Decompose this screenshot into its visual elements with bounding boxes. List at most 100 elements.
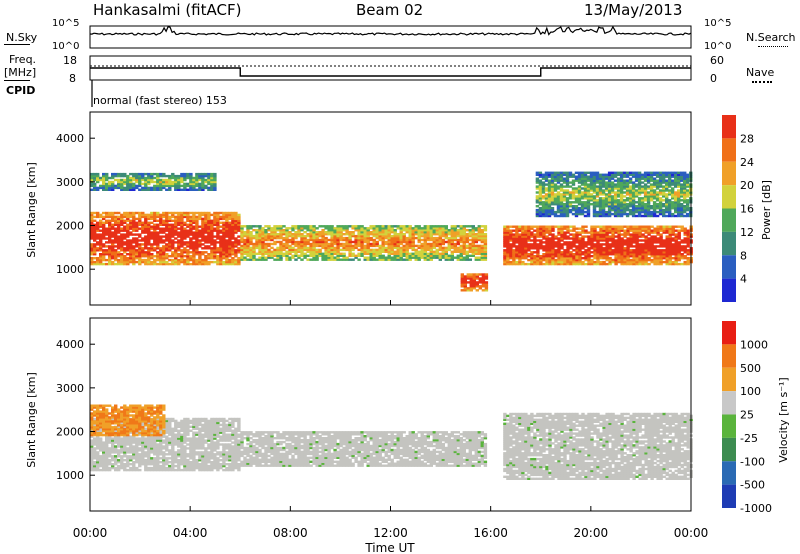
power-cell-3040 <box>554 255 558 258</box>
power-cell-637 <box>177 253 181 256</box>
power-cell-3522 <box>638 255 642 258</box>
power-cell-2186 <box>390 227 394 230</box>
power-cell-4216 <box>595 177 600 180</box>
power-cell-160 <box>111 239 115 242</box>
power-cell-3271 <box>596 255 600 258</box>
power-cell-128 <box>108 255 112 258</box>
power-cell-433 <box>147 221 151 224</box>
power-cell-91 <box>102 251 106 254</box>
power-cell-4482 <box>637 208 642 212</box>
power-cell-752 <box>192 247 196 250</box>
power-cell-1581 <box>270 246 274 250</box>
power-cell-3921 <box>550 203 555 206</box>
power-cell-3229 <box>587 237 591 240</box>
power-cell-347 <box>135 217 139 221</box>
power-cell-2080 <box>372 250 376 253</box>
power-cell-2075 <box>369 225 373 228</box>
power-cell-2816 <box>515 245 519 248</box>
power-cell-2848 <box>521 255 525 258</box>
power-cell-2209 <box>396 248 400 252</box>
power-cell-3069 <box>560 262 564 266</box>
power-cell-1020 <box>228 255 232 258</box>
power-cell-695 <box>183 223 187 226</box>
power-cell-3241 <box>590 239 594 242</box>
power-cell-3967 <box>556 191 561 194</box>
power-cell-1721 <box>300 250 304 253</box>
power-cell-1661 <box>285 229 289 232</box>
power-cell-224 <box>120 247 124 250</box>
power-cell-4029 <box>565 185 570 188</box>
power-cell-2939 <box>536 245 540 248</box>
power-cell-697 <box>183 215 187 219</box>
power-cell-657 <box>180 257 184 260</box>
power-cell-1715 <box>297 229 301 232</box>
power-cell-741 <box>189 217 193 221</box>
velocity-cell-78 <box>99 459 103 462</box>
power-cell-4244 <box>601 208 606 212</box>
power-cell-1997 <box>354 229 358 232</box>
power-cell-3304 <box>602 260 606 264</box>
power-cell-4603 <box>655 203 660 206</box>
power-cell-2350 <box>423 242 427 246</box>
power-cell-458 <box>153 260 157 264</box>
power-cell-3978 <box>559 210 564 214</box>
power-cell-4543 <box>646 207 651 210</box>
power-cell-72 <box>99 245 103 248</box>
power-cell-1767 <box>309 244 313 248</box>
power-cell-4120 <box>580 175 585 178</box>
power-cell-1844 <box>324 244 328 248</box>
power-cell-1850 <box>324 231 328 234</box>
power-cell-3751 <box>677 247 681 250</box>
power-cell-4164 <box>589 203 594 206</box>
power-cell-1941 <box>342 238 346 242</box>
power-cell-1053 <box>231 237 235 240</box>
power-cell-1716 <box>297 227 301 230</box>
power-cell-2533 <box>459 248 463 252</box>
power-cell-431 <box>147 225 151 228</box>
power-cell-2787 <box>509 233 513 236</box>
power-cell-4227 <box>598 201 603 204</box>
power-cell-4195 <box>592 181 597 184</box>
power-cell-441 <box>150 253 154 256</box>
power-cell-4055 <box>571 201 576 204</box>
power-cell-3781 <box>683 241 687 244</box>
power-cell-3624 <box>656 258 660 262</box>
power-cell-86 <box>102 262 106 266</box>
power-cell-3417 <box>620 247 624 250</box>
power-cell-1848 <box>324 236 328 240</box>
power-cell-878 <box>207 211 211 215</box>
power-cell-1865 <box>327 229 331 232</box>
power-cell-113 <box>105 241 109 244</box>
power-cell-1093 <box>237 257 241 260</box>
power-cell-2901 <box>530 257 534 260</box>
power-cell-4245 <box>601 207 606 210</box>
power-cell-4402 <box>622 171 627 174</box>
power-cell-1689 <box>291 225 295 228</box>
power-cell-2773 <box>506 225 510 228</box>
power-cell-4516 <box>640 175 645 178</box>
power-cell-632 <box>174 211 178 215</box>
power-cell-4491 <box>637 189 642 192</box>
power-cell-1186 <box>120 174 124 178</box>
power-cell-163 <box>111 231 115 234</box>
power-cell-4101 <box>577 175 582 178</box>
power-cell-4172 <box>589 183 594 186</box>
power-cell-1225 <box>135 172 139 176</box>
power-cell-2792 <box>512 260 516 264</box>
power-cell-2244 <box>402 240 406 244</box>
power-cell-3190 <box>581 253 585 256</box>
power-cell-1164 <box>111 180 115 184</box>
power-cell-2064 <box>369 254 373 257</box>
power-cell-4390 <box>622 203 627 206</box>
power-cell-4748 <box>677 185 681 188</box>
power-cell-4040 <box>568 203 573 206</box>
power-cell-4676 <box>668 214 672 218</box>
power-cell-18 <box>90 221 94 224</box>
power-cell-4502 <box>640 210 645 214</box>
power-cell-2477 <box>447 240 451 244</box>
power-cell-708 <box>186 245 190 248</box>
power-cell-1151 <box>105 176 109 180</box>
power-cell-4024 <box>565 199 570 202</box>
power-cell-2189 <box>393 256 397 259</box>
power-cell-3422 <box>620 237 624 240</box>
